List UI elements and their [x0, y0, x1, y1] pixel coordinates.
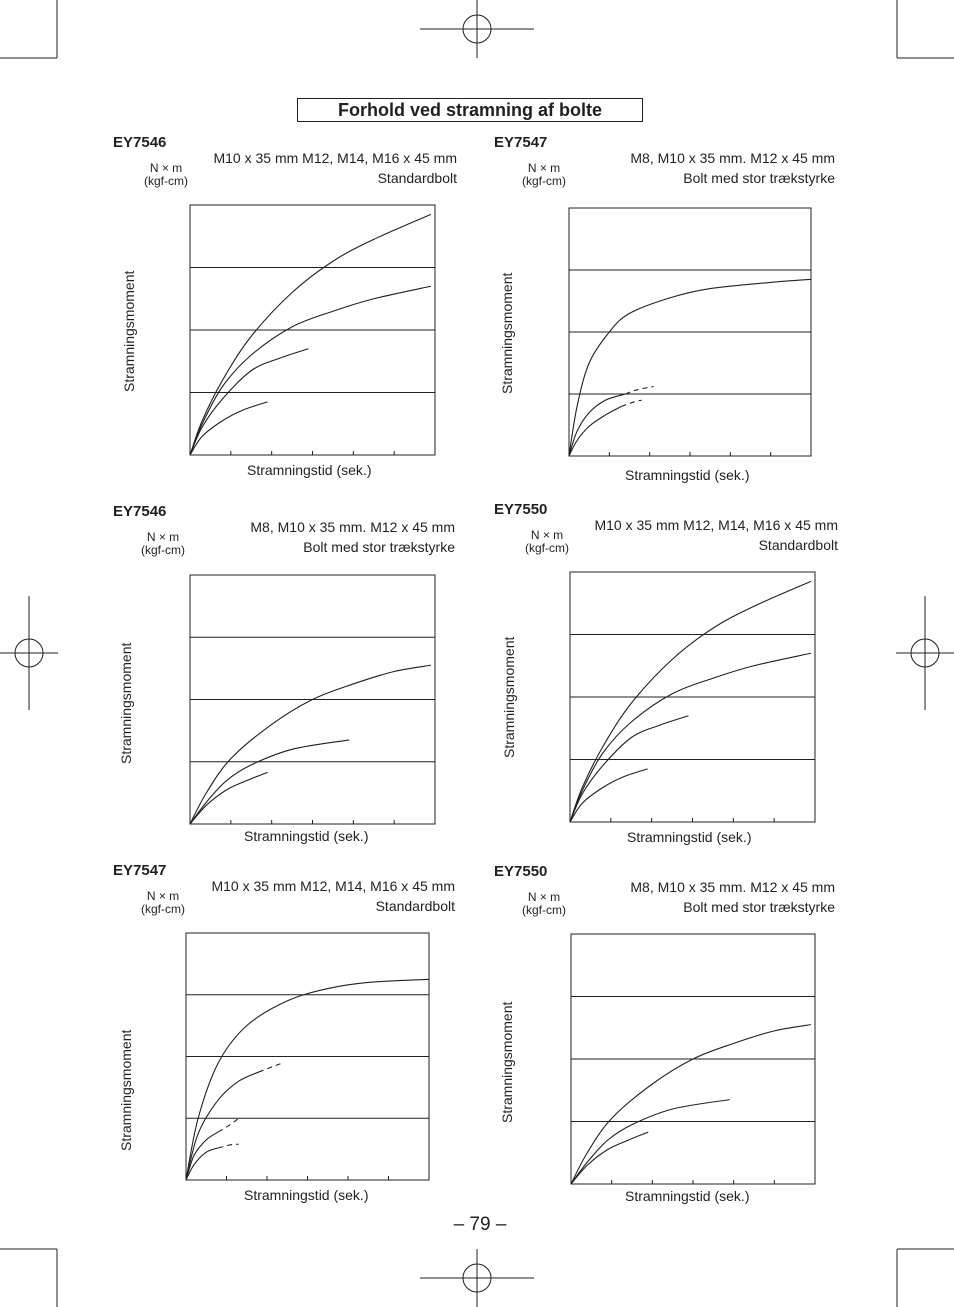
x-axis-label: Stramningstid (sek.) — [627, 829, 752, 845]
torque-curve — [189, 771, 268, 825]
page-title: Forhold ved stramning af bolte — [297, 98, 643, 122]
y-unit-label: N × m (kgf-cm) — [517, 529, 577, 555]
unit-kgfcm: (kgf-cm) — [522, 903, 566, 917]
chart-model-label: EY7547 — [113, 862, 167, 879]
plot-area — [189, 574, 436, 825]
bolt-type: Bolt med stor trækstyrke — [303, 539, 455, 555]
torque-chart-panel: EY7550 M8, M10 x 35 mm. M12 x 45 mm Bolt m… — [494, 863, 874, 1233]
x-axis-label: Stramningstid (sek.) — [625, 467, 750, 483]
torque-curve-dashed — [625, 386, 654, 395]
chart-model-label: EY7550 — [494, 863, 548, 880]
plot-area — [569, 571, 816, 823]
y-axis-label: Stramningsmoment — [501, 636, 517, 758]
torque-curve — [189, 213, 432, 456]
bolt-type: Bolt med stor trækstyrke — [683, 170, 835, 186]
torque-curve — [189, 739, 350, 825]
bolt-spec: M8, M10 x 35 mm. M12 x 45 mm Bolt med sto… — [630, 148, 835, 188]
torque-chart-panel: EY7546 M8, M10 x 35 mm. M12 x 45 mm Bolt m… — [113, 503, 493, 873]
plot-area — [570, 933, 816, 1185]
torque-curve — [189, 348, 309, 456]
torque-chart-panel: EY7547 M8, M10 x 35 mm. M12 x 45 mm Bolt m… — [494, 134, 874, 504]
torque-curve — [185, 1147, 219, 1181]
bolt-sizes: M10 x 35 mm M12, M14, M16 x 45 mm — [213, 150, 457, 166]
plot-area — [568, 207, 812, 457]
torque-curve — [189, 285, 432, 456]
torque-curve — [189, 401, 268, 456]
unit-nm: N × m — [146, 889, 180, 903]
bolt-type: Standardbolt — [375, 898, 455, 914]
unit-nm: N × m — [146, 530, 180, 544]
x-axis-label: Stramningstid (sek.) — [625, 1188, 750, 1204]
torque-curve — [568, 405, 622, 457]
torque-curve — [568, 393, 626, 457]
registration-target-left — [0, 596, 58, 710]
torque-curve-dashed — [258, 1062, 284, 1073]
bolt-spec: M10 x 35 mm M12, M14, M16 x 45 mm Standar… — [211, 876, 455, 916]
y-unit-label: N × m (kgf-cm) — [133, 890, 193, 916]
y-unit-label: N × m (kgf-cm) — [136, 162, 196, 188]
unit-kgfcm: (kgf-cm) — [141, 902, 185, 916]
torque-curve-dashed — [218, 1143, 239, 1149]
torque-curve — [185, 978, 430, 1181]
bolt-sizes: M8, M10 x 35 mm. M12 x 45 mm — [630, 879, 835, 895]
plot-area — [189, 204, 436, 456]
bolt-spec: M10 x 35 mm M12, M14, M16 x 45 mm Standar… — [594, 515, 838, 555]
chart-model-label: EY7550 — [494, 501, 548, 518]
bolt-type: Standardbolt — [758, 537, 838, 553]
torque-curve — [189, 664, 432, 825]
bolt-type: Standardbolt — [377, 170, 457, 186]
unit-kgfcm: (kgf-cm) — [141, 543, 185, 557]
unit-nm: N × m — [527, 161, 561, 175]
torque-curve — [570, 1099, 730, 1185]
unit-nm: N × m — [527, 890, 561, 904]
torque-curve — [569, 715, 689, 823]
unit-kgfcm: (kgf-cm) — [144, 174, 188, 188]
torque-chart-panel: EY7546 M10 x 35 mm M12, M14, M16 x 45 mm S… — [113, 134, 493, 504]
x-axis-label: Stramningstid (sek.) — [244, 1187, 369, 1203]
chart-model-label: EY7547 — [494, 134, 548, 151]
y-axis-label: Stramningsmoment — [499, 272, 515, 394]
plot-area — [185, 932, 430, 1181]
unit-nm: N × m — [530, 528, 564, 542]
bolt-sizes: M8, M10 x 35 mm. M12 x 45 mm — [630, 150, 835, 166]
torque-curve — [568, 278, 812, 457]
torque-curve — [570, 1131, 649, 1185]
page-number: – 79 – — [453, 1214, 507, 1235]
torque-curve — [569, 580, 812, 823]
y-axis-label: Stramningsmoment — [118, 642, 134, 764]
bolt-spec: M8, M10 x 35 mm. M12 x 45 mm Bolt med sto… — [630, 877, 835, 917]
unit-kgfcm: (kgf-cm) — [522, 174, 566, 188]
unit-nm: N × m — [149, 161, 183, 175]
y-unit-label: N × m (kgf-cm) — [133, 531, 193, 557]
bolt-sizes: M10 x 35 mm M12, M14, M16 x 45 mm — [594, 517, 838, 533]
y-axis-label: Stramningsmoment — [121, 270, 137, 392]
chart-model-label: EY7546 — [113, 134, 167, 151]
bolt-type: Bolt med stor trækstyrke — [683, 899, 835, 915]
bolt-sizes: M8, M10 x 35 mm. M12 x 45 mm — [250, 519, 455, 535]
torque-curve — [185, 1071, 260, 1181]
registration-target-right — [896, 596, 954, 710]
y-unit-label: N × m (kgf-cm) — [514, 891, 574, 917]
torque-curve — [569, 768, 648, 823]
torque-curve-dashed — [218, 1117, 239, 1133]
unit-kgfcm: (kgf-cm) — [525, 541, 569, 555]
torque-curve — [570, 1024, 812, 1185]
bolt-spec: M10 x 35 mm M12, M14, M16 x 45 mm Standar… — [213, 148, 457, 188]
bolt-spec: M8, M10 x 35 mm. M12 x 45 mm Bolt med sto… — [250, 517, 455, 557]
y-axis-label: Stramningsmoment — [499, 1001, 515, 1123]
registration-target-bottom — [420, 1249, 534, 1307]
torque-curve-dashed — [621, 399, 642, 407]
chart-model-label: EY7546 — [113, 503, 167, 520]
torque-curve — [569, 652, 812, 823]
y-axis-label: Stramningsmoment — [118, 1029, 134, 1151]
registration-target-top — [420, 0, 534, 58]
torque-chart-panel: EY7547 M10 x 35 mm M12, M14, M16 x 45 mm S… — [113, 862, 493, 1232]
y-unit-label: N × m (kgf-cm) — [514, 162, 574, 188]
torque-curve — [185, 1131, 219, 1181]
x-axis-label: Stramningstid (sek.) — [247, 462, 372, 478]
torque-chart-panel: EY7550 M10 x 35 mm M12, M14, M16 x 45 mm S… — [494, 501, 874, 871]
x-axis-label: Stramningstid (sek.) — [244, 828, 369, 844]
bolt-sizes: M10 x 35 mm M12, M14, M16 x 45 mm — [211, 878, 455, 894]
